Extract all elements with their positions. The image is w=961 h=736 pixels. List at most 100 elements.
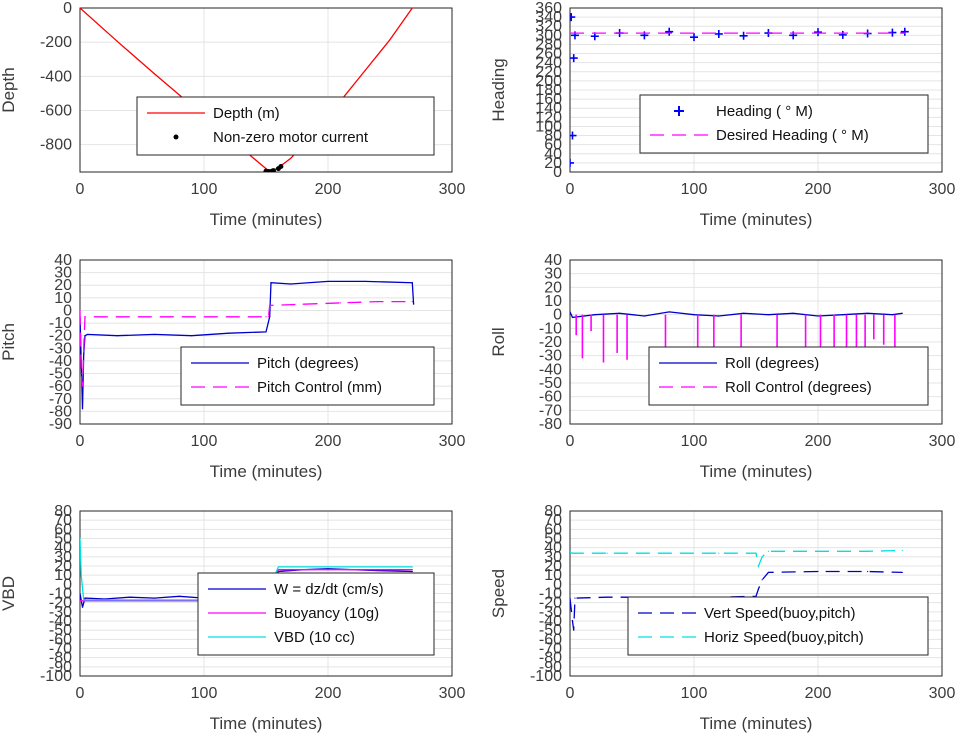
- legend-entry: Horiz Speed(buoy,pitch): [704, 629, 864, 646]
- y-tick-label: 0: [63, 0, 72, 17]
- y-tick-label: 10: [54, 567, 72, 584]
- y-tick-label: -100: [530, 668, 562, 685]
- data-point: [80, 600, 81, 602]
- chart-heading: 0 100 200 300020406080100120140160180200220…: [489, 0, 955, 229]
- data-point: [265, 316, 267, 318]
- y-tick-label: -30: [539, 348, 562, 365]
- y-tick-label: -40: [539, 613, 562, 630]
- data-point: [904, 32, 906, 34]
- y-tick-label: 240: [535, 55, 562, 72]
- axes-frame: [569, 7, 943, 173]
- data-point: [867, 550, 869, 552]
- legend-box: [639, 94, 929, 154]
- y-tick-label: 180: [535, 82, 562, 99]
- axes-frame: [569, 259, 943, 425]
- y-tick-label: 220: [535, 64, 562, 81]
- legend-entry: Pitch Control (mm): [257, 379, 382, 396]
- data-point: [757, 565, 760, 567]
- y-tick-label: 20: [544, 279, 562, 296]
- data-point: [411, 569, 413, 571]
- y-tick-label: 360: [535, 0, 562, 17]
- x-tick-label: 200: [315, 181, 342, 198]
- data-point: [573, 629, 575, 631]
- data-point: [327, 280, 329, 283]
- x-tick-label: 200: [315, 685, 342, 702]
- y-tick-label: 200: [535, 73, 562, 90]
- y-tick-label: -60: [539, 631, 562, 648]
- y-tick-label: 30: [54, 265, 72, 282]
- y-tick-label: -200: [40, 34, 72, 51]
- data-point: [377, 301, 379, 303]
- data-point: [339, 302, 341, 304]
- legend-entry: Non-zero motor current: [213, 129, 369, 146]
- x-axis-label: Time (minutes): [210, 210, 323, 229]
- y-tick-label: 280: [535, 36, 562, 53]
- y-tick-label: 0: [553, 164, 562, 181]
- x-tick-label: 0: [76, 685, 85, 702]
- legend: Pitch (degrees) Pitch Control (mm): [180, 346, 435, 406]
- x-tick-label: 200: [315, 433, 342, 450]
- data-point: [743, 312, 745, 314]
- data-point: [571, 552, 574, 554]
- series-layer: [570, 311, 903, 363]
- data-point: [83, 599, 85, 601]
- data-point: [643, 315, 646, 317]
- y-tick-label: 30: [544, 266, 562, 283]
- y-tick-label: -30: [49, 604, 72, 621]
- data-point: [714, 29, 723, 38]
- y-tick-label: 40: [544, 146, 562, 163]
- y-tick-label: -10: [49, 315, 72, 332]
- legend-entry: Vert Speed(buoy,pitch): [704, 605, 855, 622]
- x-tick-label: 100: [681, 181, 708, 198]
- data-point: [643, 552, 646, 554]
- legend-entry: Roll Control (degrees): [725, 379, 872, 396]
- data-point: [84, 597, 86, 599]
- legend-box: [136, 96, 435, 156]
- data-point: [153, 73, 155, 75]
- series-1: [263, 164, 284, 172]
- data-point: [570, 54, 578, 63]
- series-line: [80, 300, 413, 387]
- y-tick-label: -20: [49, 595, 72, 612]
- data-point: [681, 552, 683, 554]
- data-point: [693, 314, 695, 316]
- y-tick-label: 100: [535, 118, 562, 135]
- y-tick-label: 160: [535, 91, 562, 108]
- x-tick-label: 300: [439, 685, 466, 702]
- legend-entry: W = dz/dt (cm/s): [274, 581, 384, 598]
- y-tick-label: -70: [49, 391, 72, 408]
- data-point: [84, 335, 86, 337]
- data-point: [80, 537, 81, 540]
- data-point: [290, 283, 292, 285]
- data-point: [269, 316, 271, 318]
- y-tick-label: -800: [40, 137, 72, 154]
- series-layer: [570, 13, 909, 167]
- y-tick-label: -60: [49, 631, 72, 648]
- y-tick-label: -40: [49, 353, 72, 370]
- series-1: [570, 549, 903, 569]
- data-point: [690, 33, 698, 42]
- x-tick-label: 0: [566, 685, 575, 702]
- data-point: [81, 408, 84, 410]
- y-axis-label: Depth: [0, 67, 18, 112]
- y-tick-label: -600: [40, 103, 72, 120]
- x-tick-label: 200: [805, 685, 832, 702]
- y-tick-label: -10: [49, 586, 72, 603]
- series-line: [570, 311, 903, 319]
- x-tick-label: 300: [929, 685, 956, 702]
- data-point: [116, 40, 118, 42]
- y-tick-label: -70: [49, 641, 72, 658]
- y-tick-label: -10: [539, 320, 562, 337]
- legend-entry: Heading ( ° M): [716, 103, 813, 120]
- legend: W = dz/dt (cm/s) Buoyancy (10g) VBD (10 cc…: [197, 572, 435, 656]
- y-tick-label: -30: [539, 604, 562, 621]
- data-point: [571, 316, 574, 318]
- data-point: [278, 164, 284, 170]
- data-point: [867, 570, 869, 573]
- y-tick-label: -50: [49, 622, 72, 639]
- x-tick-label: 100: [681, 685, 708, 702]
- data-point: [277, 569, 279, 571]
- data-point: [80, 372, 82, 375]
- legend-marker: [674, 106, 684, 116]
